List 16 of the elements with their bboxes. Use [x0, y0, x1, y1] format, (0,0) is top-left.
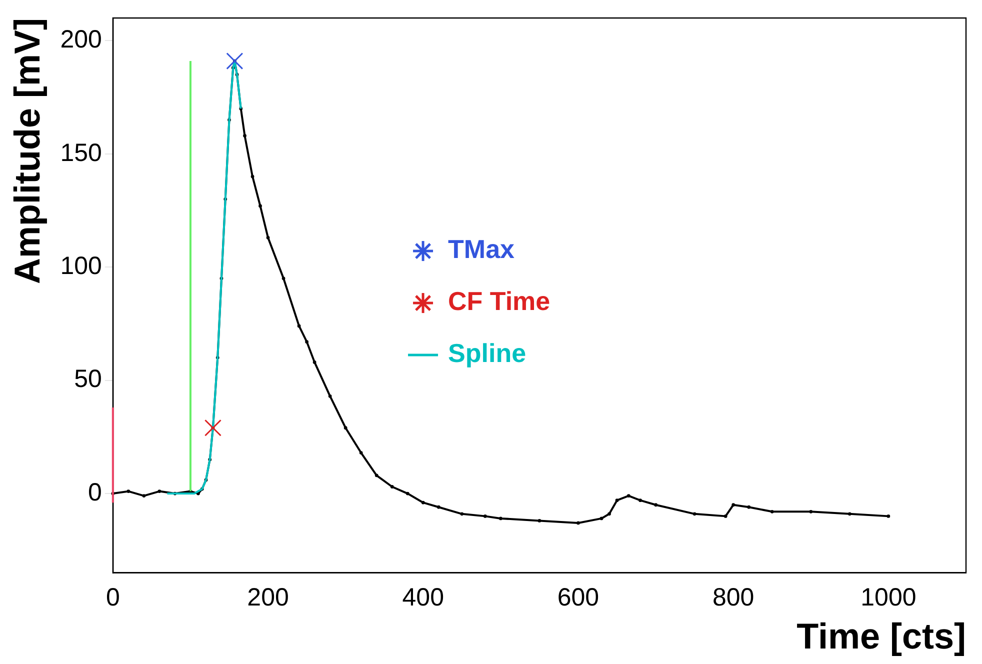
x-tick-label: 800 — [712, 584, 754, 612]
x-tick-label: 1000 — [860, 584, 916, 612]
y-tick-label: 200 — [60, 26, 102, 54]
x-tick-label: 0 — [106, 584, 120, 612]
y-tick-label: 0 — [88, 478, 102, 506]
y-tick-label: 100 — [60, 252, 102, 280]
x-tick-label: 200 — [247, 584, 289, 612]
y-tick-label: 150 — [60, 138, 102, 167]
x-axis-title: Time [cts] — [796, 615, 966, 656]
legend-label: CF Time — [448, 286, 550, 316]
y-axis-title: Amplitude [mV] — [6, 18, 48, 284]
x-tick-label: 600 — [557, 584, 600, 612]
y-tick-label: 50 — [74, 365, 102, 394]
x-tick-label: 400 — [402, 584, 444, 612]
legend-label: TMax — [448, 234, 516, 264]
legend-label: Spline — [448, 338, 526, 368]
